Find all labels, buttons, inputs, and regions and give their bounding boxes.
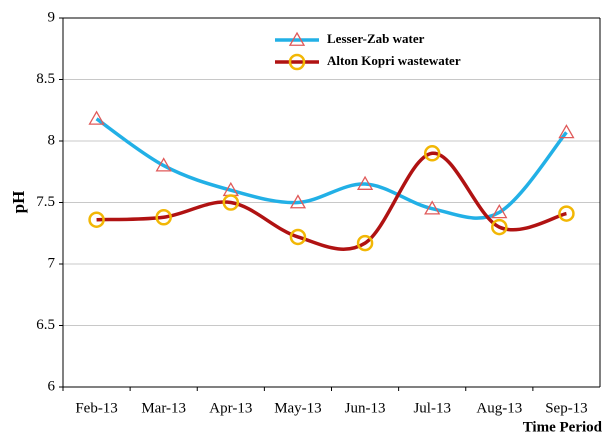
data-point [491,218,508,236]
data-point [289,194,307,209]
y-axis-title: pH [9,191,28,214]
series-line [95,117,568,220]
legend-label: Lesser-Zab water [327,31,425,46]
y-tick-label: 9 [48,9,56,25]
y-tick-label: 6.5 [36,317,55,333]
data-point [491,204,508,219]
legend-marker [288,53,306,71]
data-point [423,145,441,162]
x-tick-label: May-13 [274,400,322,416]
x-tick-label: Sep-13 [545,400,588,416]
data-point [558,205,575,222]
y-tick-label: 8 [48,132,56,148]
x-tick-label: Feb-13 [75,400,118,416]
x-tick-label: Mar-13 [141,400,186,416]
data-point [88,211,105,228]
y-tick-label: 8.5 [36,71,55,87]
data-point [289,228,307,246]
x-tick-label: Jul-13 [413,400,451,416]
data-point [424,200,441,215]
y-tick-label: 7.5 [36,194,55,210]
data-point [222,194,240,211]
series-line [96,151,567,251]
y-tick-label: 6 [48,378,56,394]
data-point [356,175,374,190]
legend-marker [288,31,306,46]
data-point [155,157,172,172]
data-point [155,209,172,226]
x-tick-label: Jun-13 [345,400,386,416]
x-tick-label: Apr-13 [209,400,252,416]
data-point [356,234,374,252]
legend-label: Alton Kopri wastewater [327,53,461,68]
x-axis-title: Time Period [523,419,603,435]
data-point [558,124,575,139]
y-tick-label: 7 [48,255,56,271]
x-tick-label: Aug-13 [476,400,522,416]
data-point [88,110,105,125]
